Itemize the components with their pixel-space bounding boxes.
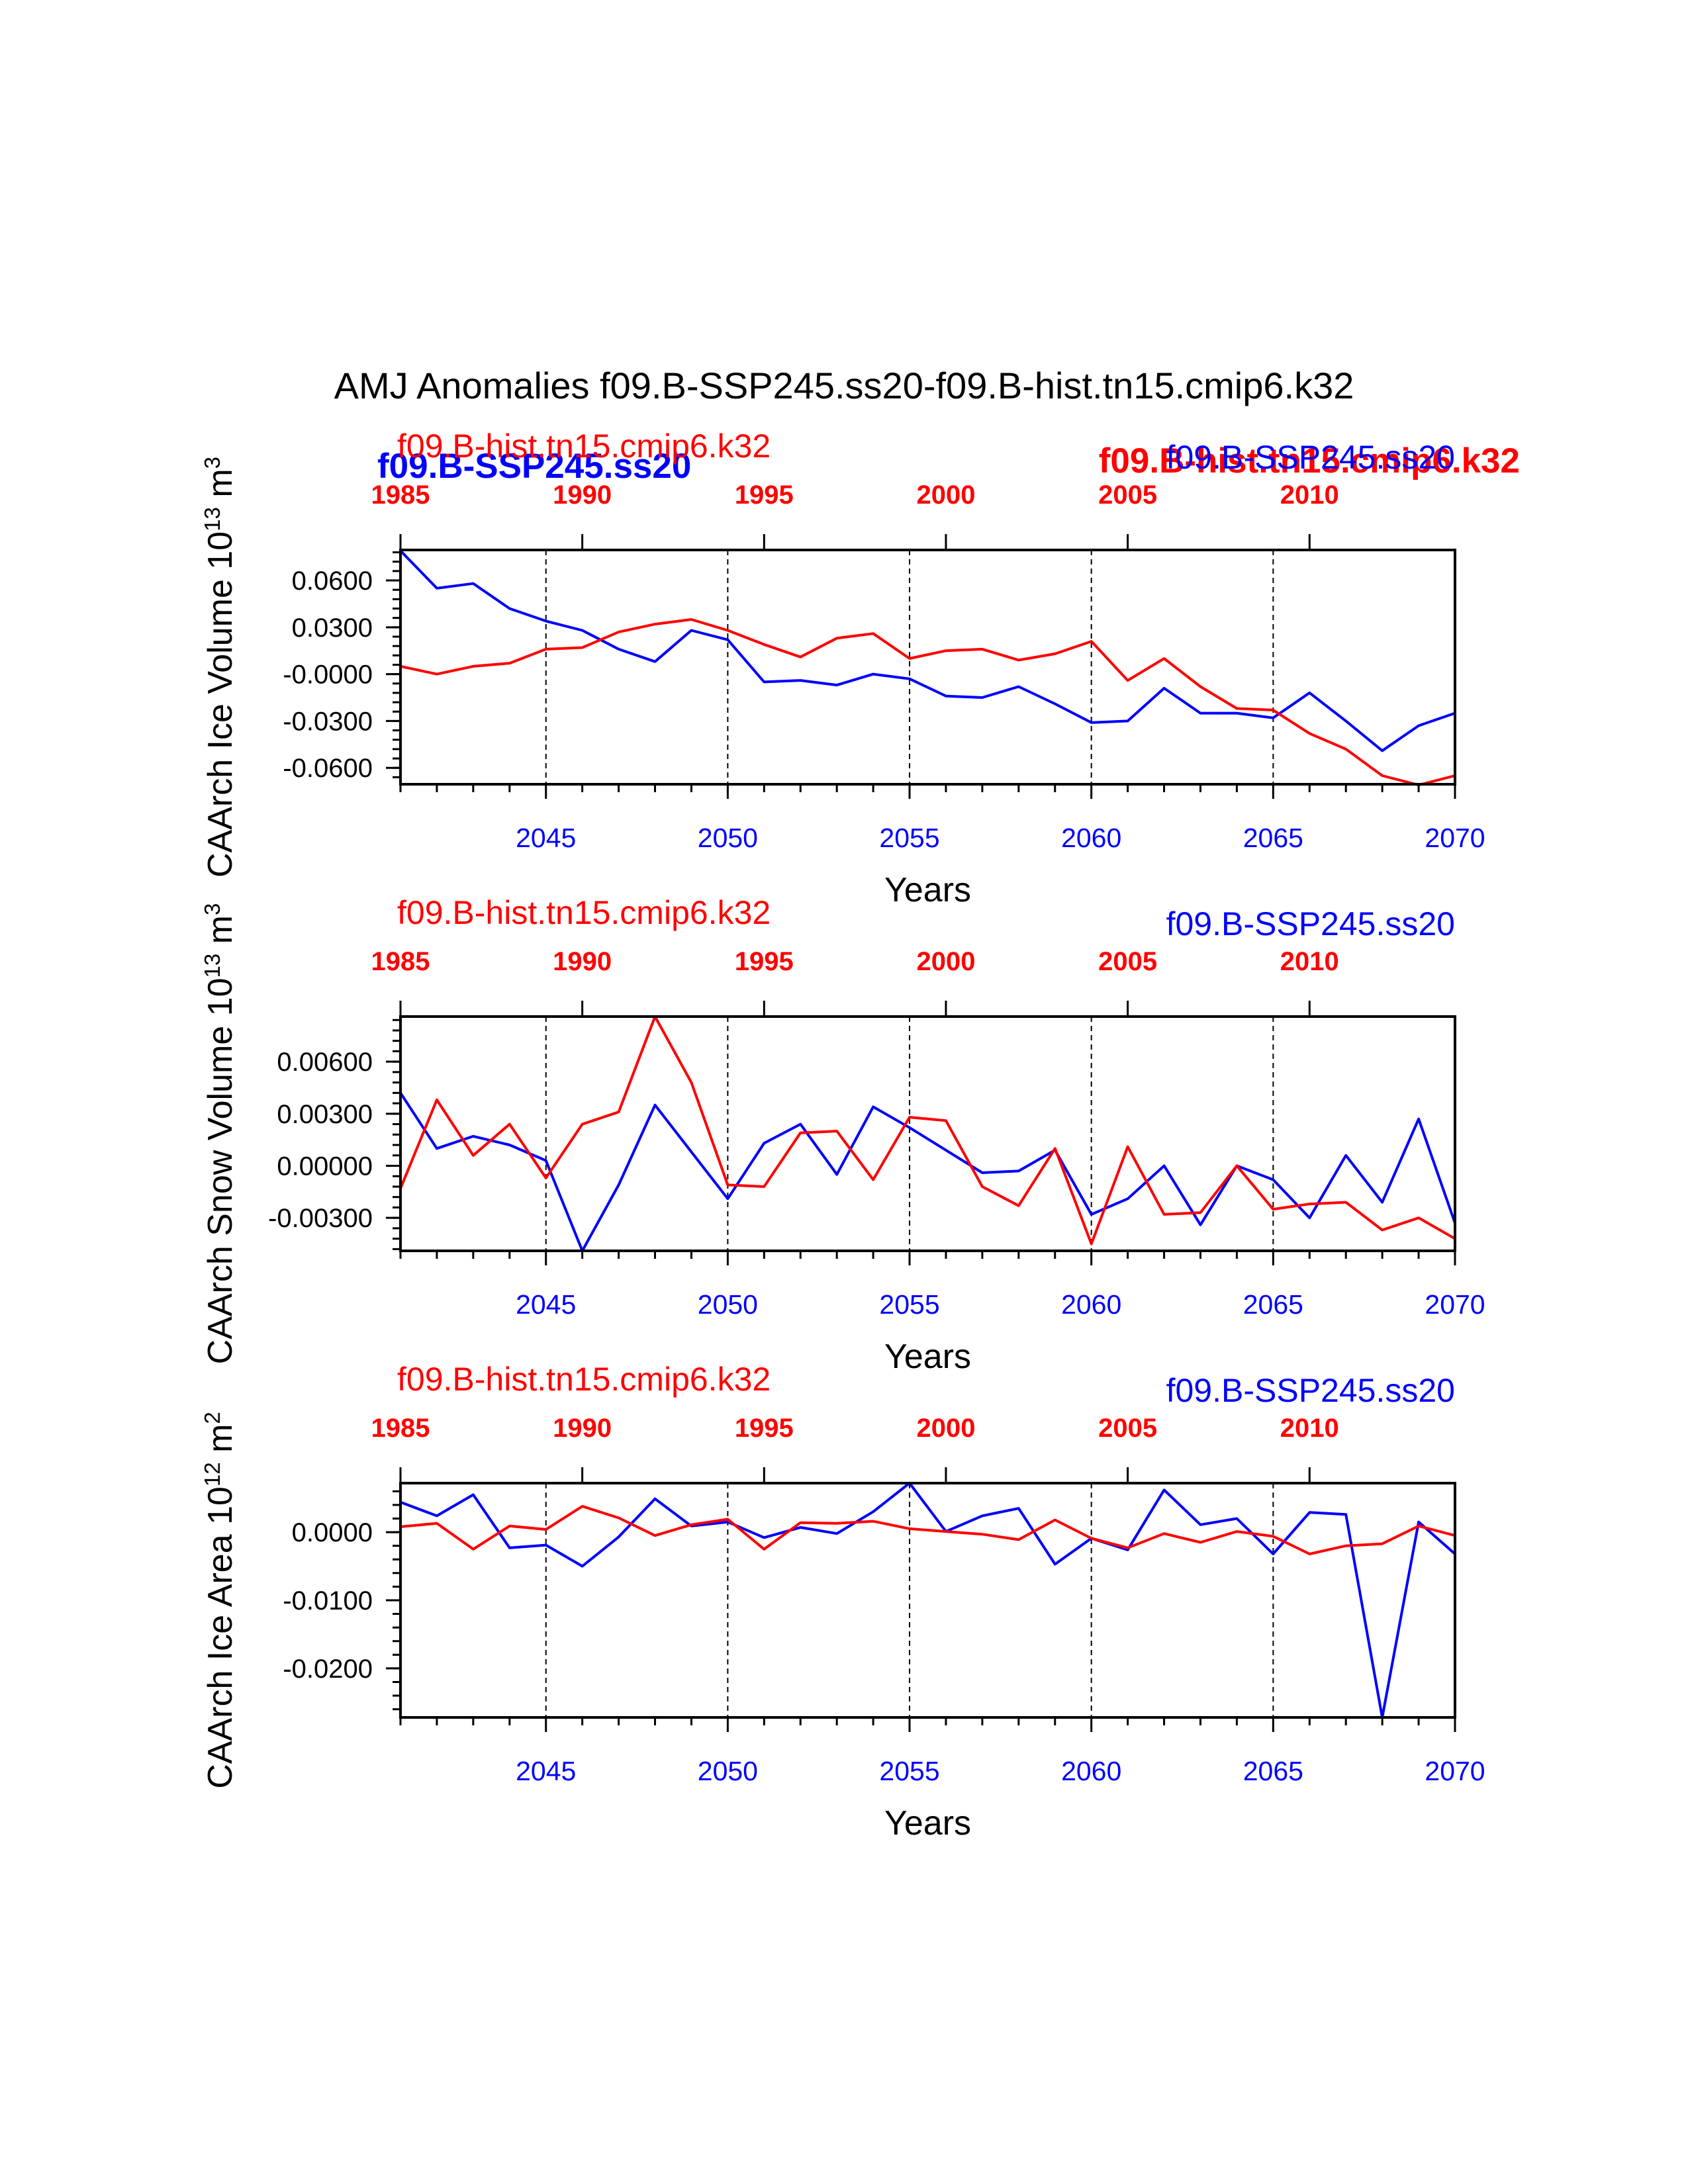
y-tick-label: -0.0100 [283,1586,373,1615]
top-x-tick-label: 2000 [916,1414,975,1443]
y-tick-label: -0.00300 [268,1204,373,1233]
top-x-tick-label: 2010 [1280,947,1339,976]
y-tick-label: 0.00600 [277,1048,373,1077]
panels: 2045 2050 2055 2060 2065 2070 1985 1990 1995 2000… [200,428,1485,1843]
series-line-blue [400,1482,1456,1719]
x-axis-label: Years [884,1804,971,1843]
bottom-x-tick-label: 2060 [1061,1756,1121,1786]
series-line-red [399,1015,1456,1246]
bottom-x-tick-label: 2050 [698,1289,758,1320]
bottom-x-tick-label: 2050 [698,823,758,853]
top-x-tick-label: 2000 [916,480,975,510]
y-axis-label: CAArch Ice Area 1012 m2 [200,1412,240,1789]
overlay-label-blue: f09.B-SSP245.ss20 [377,447,691,486]
y-tick-label: 0.0300 [292,614,373,643]
y-tick-label: 0.00000 [277,1152,373,1181]
top-x-tick-label: 1985 [371,1414,430,1443]
series-line-blue [399,1092,1456,1252]
y-axis-label-part: CAArch Ice Volume 10 [201,531,240,878]
x-axis-label: Years [884,871,971,909]
top-x-tick-label: 1995 [735,480,794,510]
plot-frame [399,1015,1456,1252]
overlay-label-red: f09.B-hist.tn15.cmip6.k32 [1099,441,1520,480]
bottom-x-tick-label: 2045 [516,1289,576,1320]
y-tick-label: -0.0600 [283,754,373,783]
y-axis-label: CAArch Ice Volume 1013 m3 [200,457,240,878]
bottom-x-tick-label: 2055 [879,1756,939,1786]
figure-title: AMJ Anomalies f09.B-SSP245.ss20-f09.B-hi… [334,365,1354,406]
bottom-x-tick-label: 2055 [879,1289,939,1320]
legend-red-label: f09.B-hist.tn15.cmip6.k32 [397,894,771,931]
top-x-tick-label: 2005 [1098,947,1157,976]
bottom-x-tick-label: 2045 [516,1756,576,1786]
y-tick-label: 0.00300 [277,1100,373,1129]
y-tick-label: -0.0300 [283,707,373,736]
y-axis-label-superscript: 12 [200,1462,224,1486]
bottom-x-tick-label: 2070 [1425,823,1485,853]
y-tick-label: -0.0000 [283,660,373,690]
x-axis-label: Years [884,1338,971,1376]
bottom-x-tick-label: 2060 [1061,823,1121,853]
y-tick-label: 0.0000 [292,1518,373,1547]
legend-red-label: f09.B-hist.tn15.cmip6.k32 [397,1361,771,1398]
top-x-tick-label: 1990 [553,480,612,510]
top-x-tick-label: 1985 [371,947,430,976]
top-x-tick-label: 2000 [916,947,975,976]
top-x-tick-label: 1985 [371,480,430,510]
y-tick-label: -0.0200 [283,1655,373,1684]
y-axis-label: CAArch Snow Volume 1013 m3 [200,903,240,1365]
y-axis-label-superscript: 2 [200,1412,224,1424]
y-tick-label: 0.0600 [292,567,373,596]
y-axis-label-part: CAArch Snow Volume 10 [201,978,240,1364]
top-x-tick-label: 1990 [553,1414,612,1443]
y-axis-label-superscript: 13 [200,507,224,531]
plot-frame [399,549,1456,786]
legend-blue-label: f09.B-SSP245.ss20 [1166,439,1455,476]
top-x-tick-label: 2005 [1098,1414,1157,1443]
top-x-tick-label: 2005 [1098,480,1157,510]
top-x-tick-label: 2010 [1280,480,1339,510]
bottom-x-tick-label: 2060 [1061,1289,1121,1320]
y-axis-label-part: m [201,469,240,507]
y-axis-label-part: m [201,915,240,954]
y-axis-label-superscript: 3 [200,457,224,469]
bottom-x-tick-label: 2045 [516,823,576,853]
top-x-tick-label: 1995 [735,1414,794,1443]
legend-blue-label: f09.B-SSP245.ss20 [1166,905,1455,942]
y-axis-label-part: CAArch Ice Area 10 [201,1486,240,1789]
series-line-red [400,1505,1456,1555]
y-axis-label-part: m [201,1424,240,1463]
y-axis-label-superscript: 3 [200,903,224,915]
bottom-x-tick-label: 2065 [1243,1289,1303,1320]
series-line-red [400,618,1456,787]
bottom-x-tick-label: 2050 [698,1756,758,1786]
bottom-x-tick-label: 2070 [1425,1756,1485,1786]
legend-red-label: f09.B-hist.tn15.cmip6.k32 [397,428,771,465]
bottom-x-tick-label: 2070 [1425,1289,1485,1320]
plot-frame [399,1482,1456,1719]
top-x-tick-label: 2010 [1280,1414,1339,1443]
legend-blue-label: f09.B-SSP245.ss20 [1166,1372,1455,1409]
top-x-tick-label: 1995 [735,947,794,976]
y-axis-label-superscript: 13 [200,954,224,978]
chart-panel-2: 2045 2050 2055 2060 2065 2070 1985 1990 1995 2000… [200,894,1485,1376]
bottom-x-tick-label: 2065 [1243,823,1303,853]
bottom-x-tick-label: 2065 [1243,1756,1303,1786]
bottom-x-tick-label: 2055 [879,823,939,853]
series-line-blue [399,549,1456,752]
top-x-tick-label: 1990 [553,947,612,976]
chart-panel-3: 2045 2050 2055 2060 2065 2070 1985 1990 1995 2000… [200,1361,1485,1843]
chart-panel-1: 2045 2050 2055 2060 2065 2070 1985 1990 1995 2000… [200,428,1485,909]
